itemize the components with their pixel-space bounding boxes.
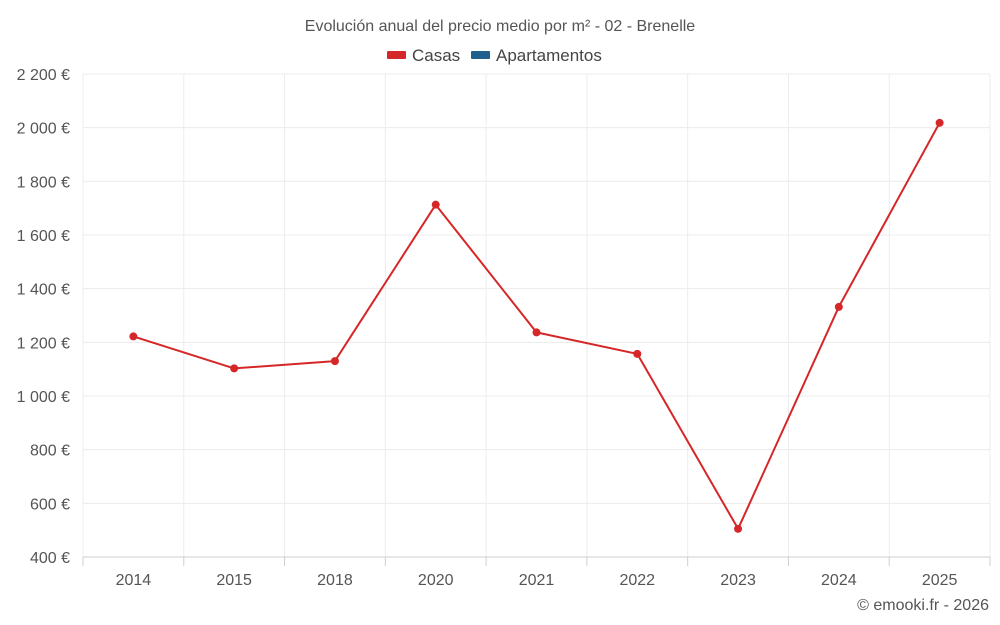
x-tick-label: 2022 bbox=[619, 572, 655, 589]
legend-label-casas: Casas bbox=[412, 46, 460, 65]
data-point[interactable] bbox=[734, 524, 743, 533]
y-tick-label: 2 000 € bbox=[17, 121, 70, 138]
x-tick-label: 2023 bbox=[720, 572, 756, 589]
data-point[interactable] bbox=[935, 118, 944, 127]
legend-swatch-casas bbox=[387, 51, 406, 59]
chart-title: Evolución anual del precio medio por m² … bbox=[305, 18, 696, 35]
y-tick-label: 1 600 € bbox=[17, 228, 70, 245]
x-tick-label: 2014 bbox=[116, 572, 152, 589]
data-point[interactable] bbox=[532, 328, 541, 337]
y-axis-ticks: 400 € 600 € 800 € 1 000 € 1 200 € 1 400 € 1 60… bbox=[17, 67, 70, 567]
legend-item-casas[interactable]: Casas bbox=[387, 46, 460, 65]
series-line bbox=[133, 122, 941, 530]
axes bbox=[82, 556, 991, 566]
legend-label-apartamentos: Apartamentos bbox=[496, 46, 602, 65]
y-tick-label: 1 800 € bbox=[17, 174, 70, 191]
y-tick-label: 600 € bbox=[30, 496, 70, 513]
data-point[interactable] bbox=[330, 357, 339, 366]
data-point[interactable] bbox=[129, 332, 138, 341]
x-tick-label: 2020 bbox=[418, 572, 454, 589]
y-tick-label: 1 400 € bbox=[17, 282, 70, 299]
series-group bbox=[129, 118, 944, 533]
legend-item-apartamentos[interactable]: Apartamentos bbox=[471, 46, 602, 65]
x-tick-label: 2015 bbox=[216, 572, 252, 589]
x-axis-ticks: 2014 2015 2018 2020 2021 2022 2023 2024 2025 bbox=[116, 572, 958, 589]
data-point[interactable] bbox=[834, 302, 843, 311]
y-tick-label: 1 200 € bbox=[17, 335, 70, 352]
y-tick-label: 400 € bbox=[30, 550, 70, 567]
legend: Casas Apartamentos bbox=[387, 46, 602, 65]
y-tick-label: 1 000 € bbox=[17, 389, 70, 406]
credit-text: © emooki.fr - 2026 bbox=[857, 597, 989, 614]
legend-swatch-apartamentos bbox=[471, 51, 490, 59]
data-point[interactable] bbox=[633, 349, 642, 358]
y-tick-label: 800 € bbox=[30, 443, 70, 460]
y-tick-label: 2 200 € bbox=[17, 67, 70, 84]
series-casas bbox=[129, 118, 944, 533]
x-tick-label: 2025 bbox=[922, 572, 958, 589]
data-point[interactable] bbox=[431, 200, 440, 209]
x-tick-label: 2021 bbox=[519, 572, 555, 589]
x-tick-label: 2024 bbox=[821, 572, 857, 589]
data-point[interactable] bbox=[230, 364, 239, 373]
grid bbox=[82, 73, 991, 557]
x-tick-label: 2018 bbox=[317, 572, 353, 589]
